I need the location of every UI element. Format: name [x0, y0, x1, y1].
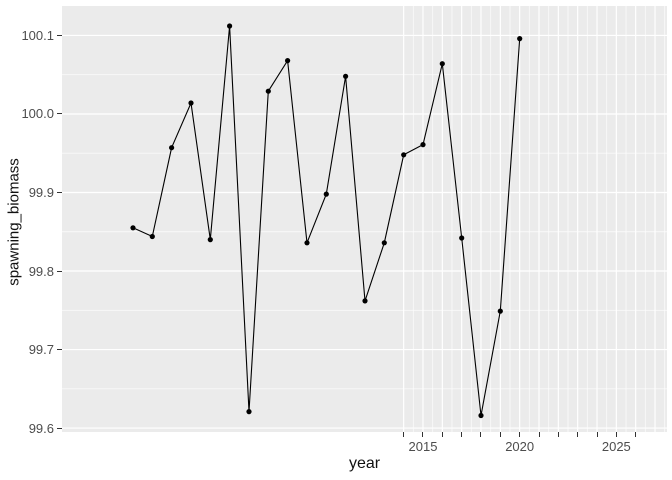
x-tick-mark — [461, 432, 463, 437]
data-point-2000 — [130, 225, 136, 231]
data-point-2002 — [169, 145, 175, 151]
y-tick-mark — [57, 113, 62, 115]
data-point-2012 — [362, 298, 368, 304]
data-point-2014 — [401, 152, 407, 158]
x-tick-mark — [596, 432, 598, 437]
x-tick-label: 2025 — [601, 439, 631, 454]
y-tick-label: 100.0 — [21, 106, 54, 122]
x-tick-label: 2015 — [408, 439, 438, 454]
data-point-2006 — [246, 409, 252, 415]
y-axis-title-text: spawning_biomass — [5, 158, 23, 286]
x-tick-mark — [403, 432, 405, 437]
data-point-2008 — [285, 58, 291, 64]
y-tick-mark — [57, 427, 62, 429]
y-tick-label: 99.9 — [28, 184, 54, 200]
data-point-2001 — [149, 233, 155, 240]
x-tick-mark — [499, 432, 501, 437]
data-point-2007 — [265, 88, 271, 94]
x-tick-mark — [635, 432, 637, 437]
x-tick-label: 2020 — [505, 439, 535, 454]
data-point-2010 — [323, 191, 329, 197]
chart-canvas — [62, 6, 667, 432]
plot-panel — [62, 6, 667, 432]
data-point-2003 — [188, 100, 194, 106]
data-point-2015 — [420, 142, 426, 148]
x-tick-mark — [557, 432, 559, 437]
data-point-2017 — [459, 235, 465, 241]
x-tick-mark — [441, 432, 443, 437]
data-point-2018 — [478, 412, 484, 419]
y-tick-label: 99.6 — [28, 420, 54, 436]
x-tick-mark — [422, 432, 424, 437]
y-tick-label: 99.8 — [28, 263, 54, 279]
x-tick-mark — [538, 432, 540, 437]
data-point-2019 — [497, 308, 503, 314]
x-tick-mark — [577, 432, 579, 437]
y-tick-label: 100.1 — [21, 27, 54, 43]
x-tick-mark — [519, 432, 521, 437]
y-tick-mark — [57, 34, 62, 36]
data-point-2004 — [207, 237, 213, 243]
x-tick-mark — [615, 432, 617, 437]
data-point-2020 — [517, 36, 523, 42]
data-point-2009 — [304, 240, 310, 246]
data-point-2013 — [381, 240, 387, 246]
y-tick-label: 99.7 — [28, 342, 54, 358]
y-tick-mark — [57, 270, 62, 272]
x-tick-mark — [480, 432, 482, 437]
y-tick-mark — [57, 349, 62, 351]
data-point-2011 — [343, 73, 349, 79]
data-point-2005 — [227, 23, 233, 29]
x-axis-title: year — [348, 455, 381, 472]
data-point-2016 — [439, 61, 445, 67]
y-tick-mark — [57, 191, 62, 193]
